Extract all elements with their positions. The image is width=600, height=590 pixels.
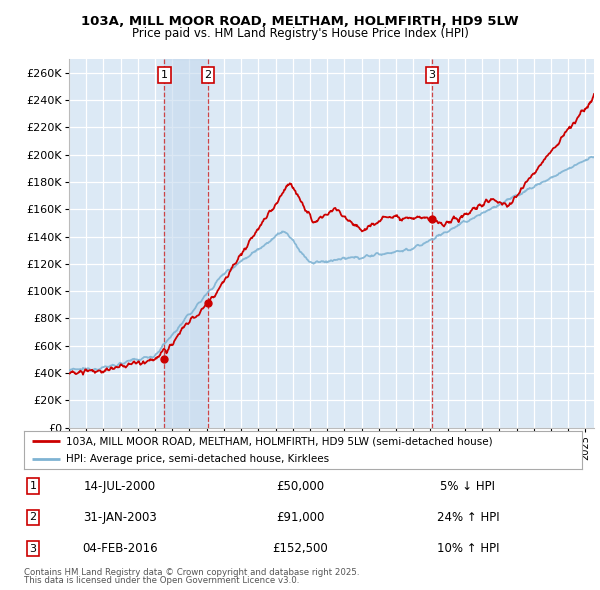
Text: £152,500: £152,500 — [272, 542, 328, 555]
Text: HPI: Average price, semi-detached house, Kirklees: HPI: Average price, semi-detached house,… — [66, 454, 329, 464]
Text: 14-JUL-2000: 14-JUL-2000 — [84, 480, 156, 493]
Text: 31-JAN-2003: 31-JAN-2003 — [83, 511, 157, 524]
Text: Contains HM Land Registry data © Crown copyright and database right 2025.: Contains HM Land Registry data © Crown c… — [24, 568, 359, 577]
Text: 5% ↓ HPI: 5% ↓ HPI — [440, 480, 496, 493]
Text: 2: 2 — [205, 70, 212, 80]
Text: 24% ↑ HPI: 24% ↑ HPI — [437, 511, 499, 524]
Text: 1: 1 — [29, 481, 37, 491]
Text: 3: 3 — [29, 544, 37, 553]
Bar — [164, 59, 208, 428]
Text: £50,000: £50,000 — [276, 480, 324, 493]
Text: £91,000: £91,000 — [276, 511, 324, 524]
Text: 103A, MILL MOOR ROAD, MELTHAM, HOLMFIRTH, HD9 5LW: 103A, MILL MOOR ROAD, MELTHAM, HOLMFIRTH… — [81, 15, 519, 28]
Text: 04-FEB-2016: 04-FEB-2016 — [82, 542, 158, 555]
Text: 3: 3 — [428, 70, 436, 80]
Text: 103A, MILL MOOR ROAD, MELTHAM, HOLMFIRTH, HD9 5LW (semi-detached house): 103A, MILL MOOR ROAD, MELTHAM, HOLMFIRTH… — [66, 436, 493, 446]
Text: This data is licensed under the Open Government Licence v3.0.: This data is licensed under the Open Gov… — [24, 576, 299, 585]
Text: 10% ↑ HPI: 10% ↑ HPI — [437, 542, 499, 555]
Text: 1: 1 — [161, 70, 168, 80]
Text: Price paid vs. HM Land Registry's House Price Index (HPI): Price paid vs. HM Land Registry's House … — [131, 27, 469, 40]
Text: 2: 2 — [29, 513, 37, 522]
